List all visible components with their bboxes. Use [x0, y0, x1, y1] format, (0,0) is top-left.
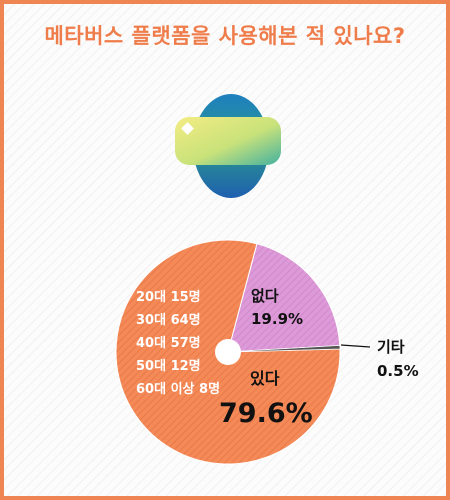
slice-other — [227, 345, 341, 353]
page-title: 메타버스 플랫폼을 사용해본 적 있나요? — [44, 24, 406, 48]
demographic-line: 20대 15명 — [136, 289, 201, 305]
demographic-line: 60대 이상 8명 — [136, 381, 220, 397]
metaverse-headset-icon — [175, 94, 281, 198]
no-label: 없다 — [251, 287, 279, 305]
other-leader-line — [340, 344, 371, 348]
slice-no — [227, 243, 341, 353]
pie-chart: 없다 19.9% 기타 0.5% 있다 79.6% 20대 15명 30대 64… — [115, 239, 419, 465]
donut-hole — [215, 339, 241, 365]
yes-percent-label: 79.6% — [219, 398, 313, 429]
demographic-line: 50대 12명 — [136, 358, 201, 374]
yes-label: 있다 — [250, 369, 280, 388]
slice-yes — [115, 239, 341, 465]
no-percent-label: 19.9% — [251, 310, 303, 328]
other-label: 기타 — [377, 338, 405, 356]
other-percent-label: 0.5% — [377, 362, 419, 380]
demographic-line: 30대 64명 — [136, 312, 201, 328]
demographic-line: 40대 57명 — [136, 335, 201, 351]
